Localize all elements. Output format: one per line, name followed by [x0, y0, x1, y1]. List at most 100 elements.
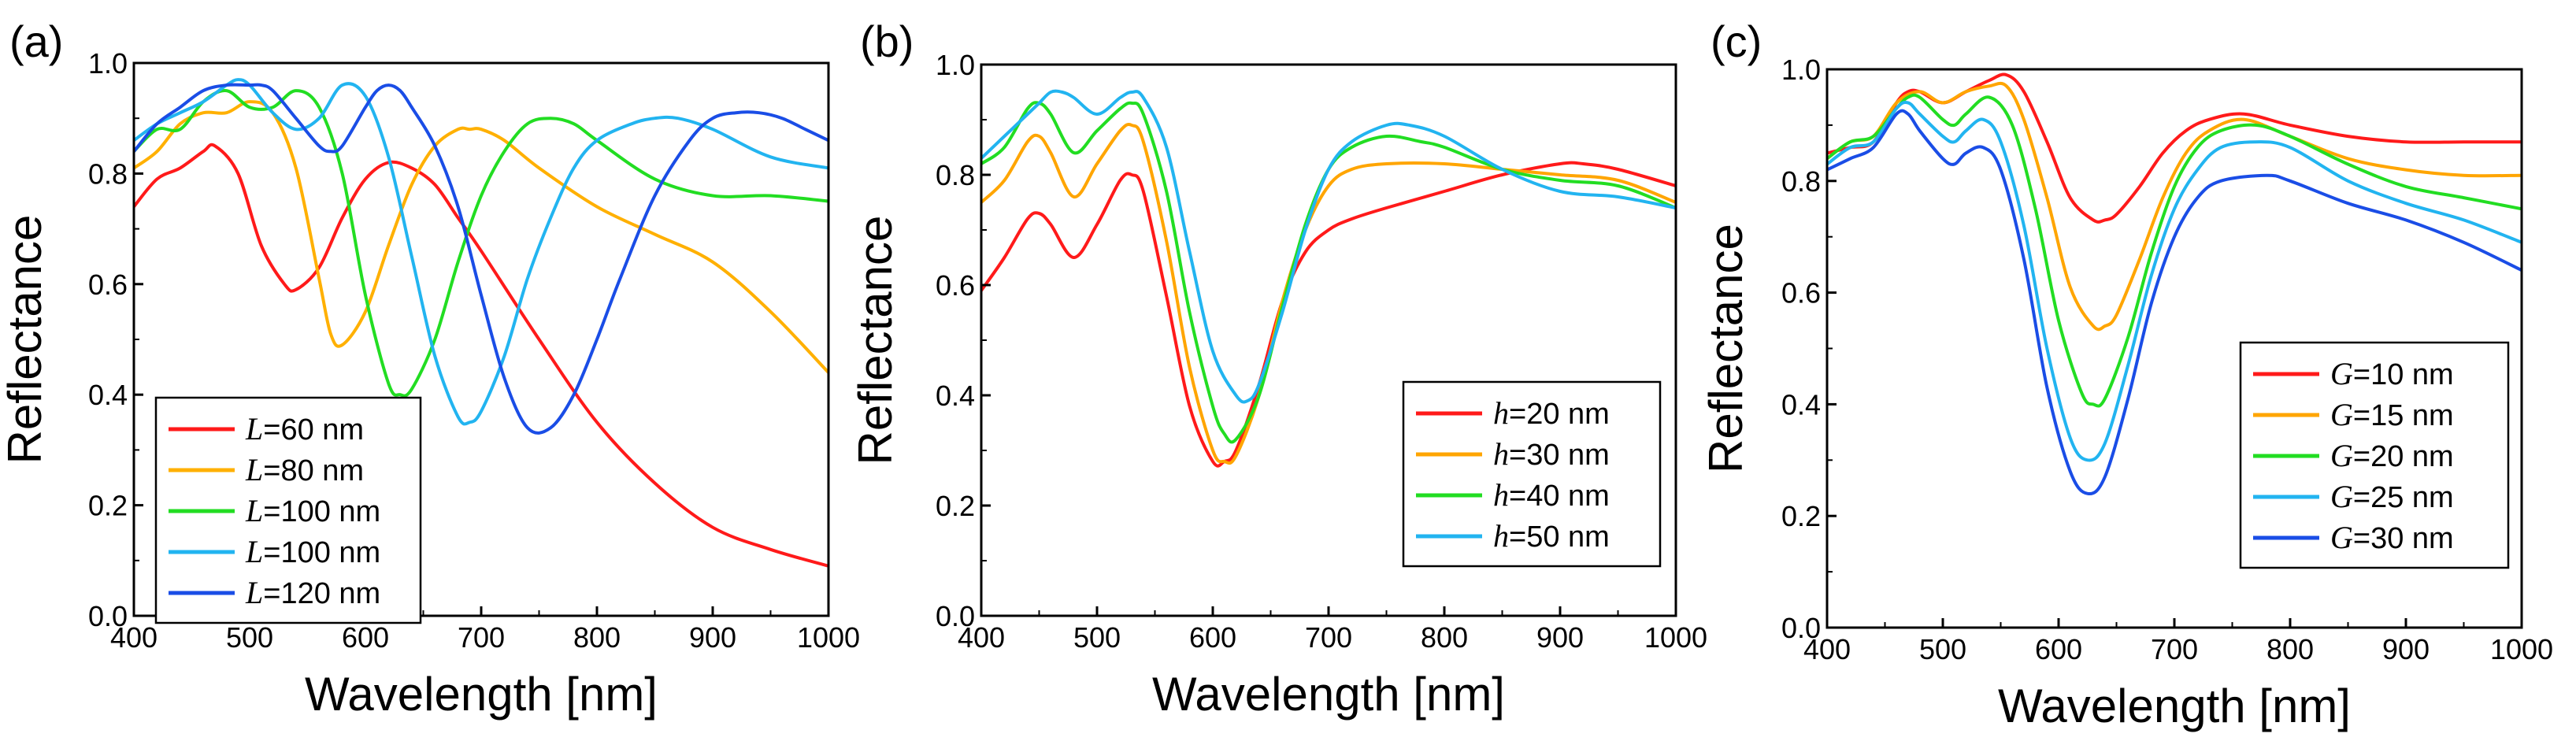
legend-label-value: =25 nm — [2353, 481, 2454, 514]
legend-label-variable: L — [245, 534, 263, 569]
legend-label: h=50 nm — [1493, 518, 1610, 554]
legend-label: h=20 nm — [1493, 395, 1610, 431]
x-tick-label: 1000 — [2490, 633, 2553, 665]
y-axis-label: Reflectance — [1699, 224, 1752, 473]
legend-label-variable: h — [1493, 436, 1509, 472]
series-group — [981, 89, 1676, 468]
x-tick-label: 800 — [2267, 633, 2314, 665]
series-line-l-120-nm-4 — [134, 83, 828, 435]
x-tick-label: 600 — [342, 621, 389, 654]
series-line-g-10-nm-0 — [1827, 72, 2522, 224]
legend-label-value: =80 nm — [263, 454, 364, 487]
panel-b: (b) 400 500 600 700 800 900 1000 0.0 0.2 0.4 0.6 0.8… — [849, 17, 1707, 721]
y-axis-label: Reflectance — [849, 216, 902, 465]
y-tick-label: 0.4 — [88, 379, 128, 411]
legend-label-variable: G — [2330, 397, 2353, 432]
x-axis-label: Wavelength [nm] — [305, 668, 658, 721]
legend: G=10 nmG=15 nmG=20 nmG=25 nmG=30 nm — [2239, 341, 2510, 569]
legend-label: G=10 nm — [2330, 356, 2454, 391]
legend-label-variable: G — [2330, 438, 2353, 473]
series-line-l-60-nm-0 — [134, 143, 828, 568]
series-line-g-20-nm-2 — [1827, 93, 2522, 408]
legend-label-value: =30 nm — [1509, 439, 1610, 472]
series-line-h-40-nm-2 — [981, 101, 1676, 444]
legend-label-value: =60 nm — [263, 413, 364, 446]
series-line-l-100-nm-3 — [134, 78, 828, 426]
legend-label: L=60 nm — [245, 411, 364, 446]
y-tick-label: 0.2 — [1781, 500, 1821, 532]
legend-label-variable: h — [1493, 518, 1509, 554]
panel-label: (c) — [1711, 17, 1762, 66]
x-tick-label: 800 — [1421, 621, 1468, 654]
legend-label: G=30 nm — [2330, 520, 2454, 555]
y-tick-label: 0.2 — [88, 490, 128, 522]
x-tick-label: 400 — [110, 621, 158, 654]
y-tick-label: 0.8 — [936, 159, 975, 191]
x-tick-label: 900 — [2382, 633, 2430, 665]
legend-label-variable: G — [2330, 356, 2353, 391]
panel-a: (a) 400 500 600 700 800 900 1000 0.0 0.2 0.4 0.6 0.8… — [0, 17, 860, 721]
y-tick-label: 0.6 — [1781, 277, 1821, 309]
legend-label: L=80 nm — [245, 452, 364, 487]
y-tick-label: 0.2 — [936, 490, 975, 522]
legend-label-value: =50 nm — [1509, 521, 1610, 554]
y-tick-label: 0.6 — [88, 269, 128, 301]
y-tick-label: 0.8 — [1781, 165, 1821, 198]
series-line-h-50-nm-3 — [981, 89, 1676, 404]
legend-label-value: =30 nm — [2353, 522, 2454, 555]
y-tick-label: 0.0 — [1781, 612, 1821, 644]
x-axis-label: Wavelength [nm] — [1998, 680, 2351, 732]
legend-label-value: =120 nm — [263, 577, 380, 610]
legend-label: L=100 nm — [245, 493, 380, 528]
x-tick-label: 900 — [689, 621, 736, 654]
x-tick-label: 900 — [1536, 621, 1584, 654]
x-tick-label: 700 — [458, 621, 505, 654]
legend-label-variable: L — [245, 575, 263, 610]
x-tick-label: 1000 — [797, 621, 860, 654]
y-tick-label: 0.8 — [88, 157, 128, 190]
x-tick-label: 600 — [1189, 621, 1236, 654]
y-tick-label: 0.4 — [936, 380, 975, 412]
x-tick-label: 500 — [1919, 633, 1966, 665]
legend: h=20 nmh=30 nmh=40 nmh=50 nm — [1402, 380, 1662, 568]
legend-label-variable: G — [2330, 479, 2353, 514]
x-tick-label: 600 — [2035, 633, 2082, 665]
series-line-h-30-nm-1 — [981, 122, 1676, 465]
legend-label-value: =100 nm — [263, 536, 380, 569]
y-tick-label: 1.0 — [1781, 54, 1821, 86]
series-group — [134, 78, 828, 568]
x-axis-label: Wavelength [nm] — [1152, 668, 1505, 721]
legend-label: h=30 nm — [1493, 436, 1610, 472]
legend-label-variable: L — [245, 452, 263, 487]
x-tick-label: 1000 — [1644, 621, 1707, 654]
legend-label-value: =10 nm — [2353, 358, 2454, 391]
legend-label-variable: h — [1493, 395, 1509, 431]
series-line-g-25-nm-3 — [1827, 100, 2522, 462]
x-tick-label: 500 — [226, 621, 273, 654]
legend-label: G=25 nm — [2330, 479, 2454, 514]
y-tick-label: 1.0 — [936, 49, 975, 81]
legend-label-variable: G — [2330, 520, 2353, 555]
legend-label-value: =40 nm — [1509, 480, 1610, 513]
x-tick-label: 700 — [2151, 633, 2198, 665]
y-tick-label: 0.0 — [936, 600, 975, 632]
legend-label: G=15 nm — [2330, 397, 2454, 432]
legend-label-value: =100 nm — [263, 495, 380, 528]
y-tick-label: 1.0 — [88, 47, 128, 80]
legend-label: L=120 nm — [245, 575, 380, 610]
series-line-l-80-nm-1 — [134, 100, 828, 375]
legend-label-variable: h — [1493, 477, 1509, 513]
panel-label: (b) — [860, 17, 914, 66]
legend-label: L=100 nm — [245, 534, 380, 569]
x-tick-label: 400 — [1803, 633, 1851, 665]
y-tick-label: 0.6 — [936, 269, 975, 302]
legend-label-value: =20 nm — [1509, 398, 1610, 431]
series-group — [1827, 72, 2522, 496]
panel-label: (a) — [9, 17, 63, 66]
x-tick-label: 800 — [573, 621, 621, 654]
legend-label: G=20 nm — [2330, 438, 2454, 473]
legend-label-variable: L — [245, 411, 263, 446]
legend-label-variable: L — [245, 493, 263, 528]
y-axis-label: Reflectance — [0, 215, 51, 465]
